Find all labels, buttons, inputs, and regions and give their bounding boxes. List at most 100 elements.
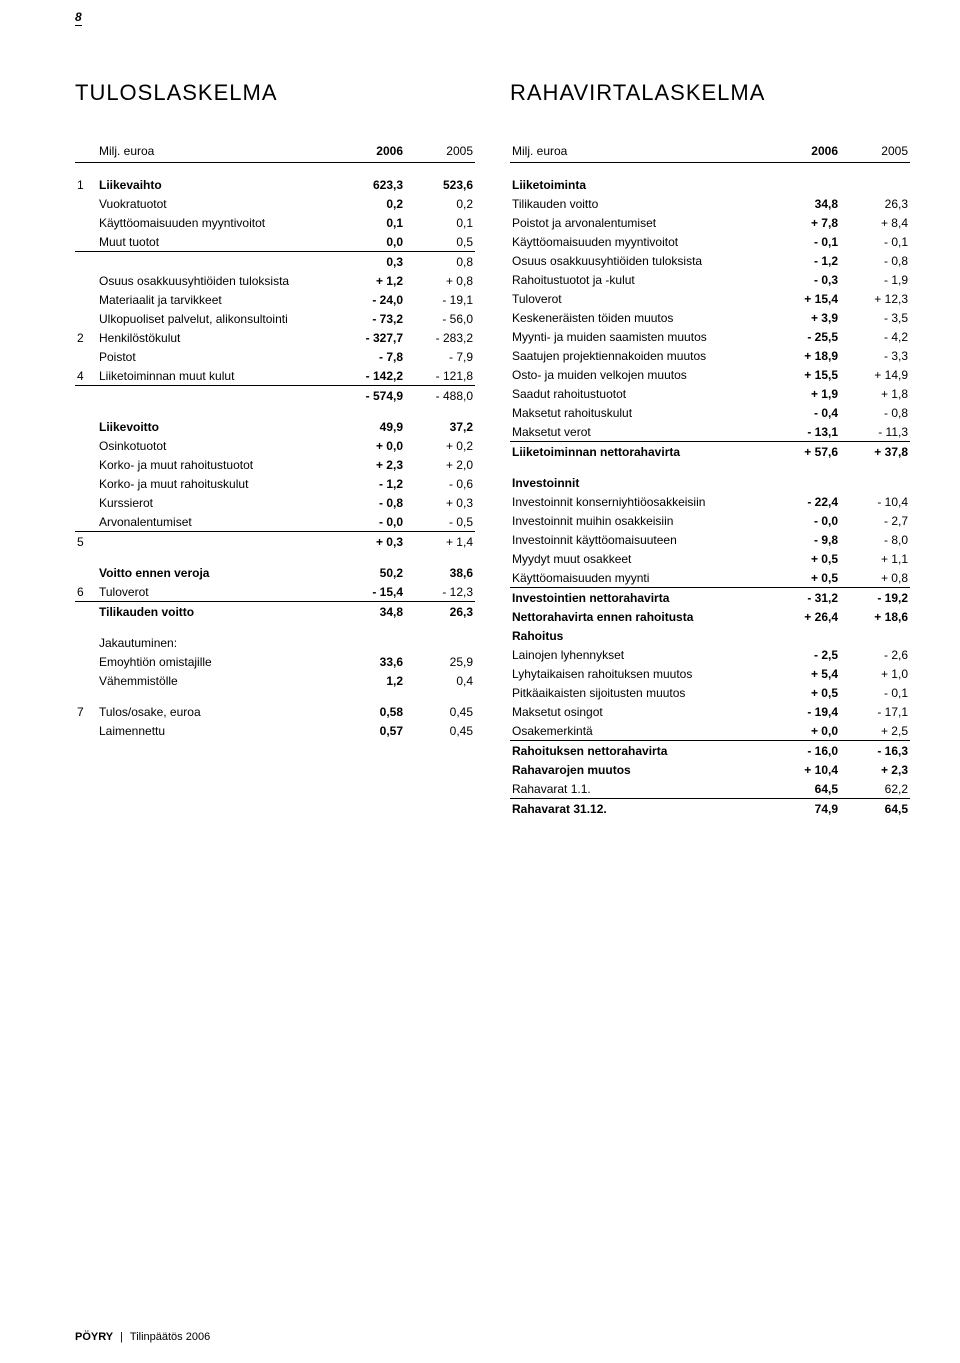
row-value-2005: + 12,3 bbox=[840, 289, 910, 308]
table-row: Ulkopuoliset palvelut, alikonsultointi- … bbox=[75, 309, 475, 328]
table-row bbox=[75, 690, 475, 702]
row-value-2005: + 18,6 bbox=[840, 607, 910, 626]
row-label: Arvonalentumiset bbox=[97, 512, 335, 532]
row-label: Tilikauden voitto bbox=[97, 602, 335, 622]
row-label: Muut tuotot bbox=[97, 232, 335, 252]
row-value-2006: - 13,1 bbox=[770, 422, 840, 442]
row-index bbox=[75, 455, 97, 474]
row-index bbox=[75, 474, 97, 493]
row-label: Käyttöomaisuuden myyntivoitot bbox=[97, 213, 335, 232]
row-label: Tuloverot bbox=[97, 582, 335, 602]
row-index bbox=[75, 271, 97, 290]
table-row: Poistot ja arvonalentumiset+ 7,8+ 8,4 bbox=[510, 213, 910, 232]
row-label: Osto- ja muiden velkojen muutos bbox=[510, 365, 770, 384]
row-value-2005: 26,3 bbox=[405, 602, 475, 622]
row-label: Lainojen lyhennykset bbox=[510, 645, 770, 664]
row-value-2006: - 9,8 bbox=[770, 530, 840, 549]
table-row: Myynti- ja muiden saamisten muutos- 25,5… bbox=[510, 327, 910, 346]
row-index bbox=[75, 417, 97, 436]
row-value-2006: + 0,0 bbox=[770, 721, 840, 741]
table-row: Poistot- 7,8- 7,9 bbox=[75, 347, 475, 366]
row-value-2006: - 0,3 bbox=[770, 270, 840, 289]
row-value-2006: 49,9 bbox=[335, 417, 405, 436]
row-value-2006 bbox=[770, 473, 840, 492]
row-label: Korko- ja muut rahoituskulut bbox=[97, 474, 335, 493]
row-label: Investoinnit bbox=[510, 473, 770, 492]
content-columns: TULOSLASKELMA Milj. euroa 2006 2005 1Lii… bbox=[75, 80, 910, 818]
table-row: Investoinnit käyttöomaisuuteen- 9,8- 8,0 bbox=[510, 530, 910, 549]
row-value-2006: - 327,7 bbox=[335, 328, 405, 347]
row-value-2005 bbox=[840, 626, 910, 645]
table-row: Rahavarat 1.1.64,562,2 bbox=[510, 779, 910, 799]
table-row: Laimennettu0,570,45 bbox=[75, 721, 475, 740]
row-value-2006: 623,3 bbox=[335, 175, 405, 194]
table-row: Liiketoiminnan nettorahavirta+ 57,6+ 37,… bbox=[510, 442, 910, 462]
table-row: Jakautuminen: bbox=[75, 633, 475, 652]
row-value-2005: + 2,3 bbox=[840, 760, 910, 779]
row-value-2005: - 121,8 bbox=[405, 366, 475, 386]
row-label: Vähemmistölle bbox=[97, 671, 335, 690]
table-row bbox=[75, 621, 475, 633]
row-value-2006: + 2,3 bbox=[335, 455, 405, 474]
row-label: Henkilöstökulut bbox=[97, 328, 335, 347]
row-index bbox=[75, 290, 97, 309]
row-label: Käyttöomaisuuden myyntivoitot bbox=[510, 232, 770, 251]
row-index: 5 bbox=[75, 532, 97, 552]
row-label: Saadut rahoitustuotot bbox=[510, 384, 770, 403]
table-row: Korko- ja muut rahoitustuotot+ 2,3+ 2,0 bbox=[75, 455, 475, 474]
row-value-2006: 0,3 bbox=[335, 252, 405, 272]
row-value-2006: - 2,5 bbox=[770, 645, 840, 664]
row-label: Investointien nettorahavirta bbox=[510, 588, 770, 608]
row-index bbox=[75, 493, 97, 512]
right-unit: Milj. euroa bbox=[510, 136, 770, 163]
row-label: Investoinnit käyttöomaisuuteen bbox=[510, 530, 770, 549]
row-value-2005: - 3,3 bbox=[840, 346, 910, 365]
row-value-2006: - 19,4 bbox=[770, 702, 840, 721]
row-value-2006: 0,58 bbox=[335, 702, 405, 721]
row-value-2005: - 2,6 bbox=[840, 645, 910, 664]
row-value-2006: 0,1 bbox=[335, 213, 405, 232]
table-row: Lyhytaikaisen rahoituksen muutos+ 5,4+ 1… bbox=[510, 664, 910, 683]
row-value-2005: - 19,1 bbox=[405, 290, 475, 309]
row-label: Tilikauden voitto bbox=[510, 194, 770, 213]
table-row: Investoinnit muihin osakkeisiin- 0,0- 2,… bbox=[510, 511, 910, 530]
table-row: Rahoituksen nettorahavirta- 16,0- 16,3 bbox=[510, 741, 910, 761]
row-value-2006: 50,2 bbox=[335, 563, 405, 582]
row-value-2006: - 0,0 bbox=[770, 511, 840, 530]
row-value-2006: 0,0 bbox=[335, 232, 405, 252]
row-label bbox=[97, 252, 335, 272]
row-value-2005: 0,1 bbox=[405, 213, 475, 232]
row-value-2005: 0,45 bbox=[405, 702, 475, 721]
row-value-2006: - 22,4 bbox=[770, 492, 840, 511]
row-value-2006: - 16,0 bbox=[770, 741, 840, 761]
row-value-2005: - 0,1 bbox=[840, 232, 910, 251]
row-index bbox=[75, 512, 97, 532]
row-index bbox=[75, 194, 97, 213]
row-label: Rahoituksen nettorahavirta bbox=[510, 741, 770, 761]
row-index bbox=[75, 347, 97, 366]
row-index bbox=[75, 602, 97, 622]
row-value-2005: + 0,3 bbox=[405, 493, 475, 512]
table-row: Rahavarat 31.12.74,964,5 bbox=[510, 799, 910, 819]
footer-separator: | bbox=[120, 1331, 123, 1343]
row-value-2005: - 0,1 bbox=[840, 683, 910, 702]
row-value-2006: - 1,2 bbox=[770, 251, 840, 270]
row-label: Osuus osakkuusyhtiöiden tuloksista bbox=[510, 251, 770, 270]
row-label: Osakemerkintä bbox=[510, 721, 770, 741]
table-row: 0,30,8 bbox=[75, 252, 475, 272]
row-value-2005: - 19,2 bbox=[840, 588, 910, 608]
row-value-2005: 0,2 bbox=[405, 194, 475, 213]
row-value-2005: - 488,0 bbox=[405, 386, 475, 406]
table-row: Osuus osakkuusyhtiöiden tuloksista+ 1,2+… bbox=[75, 271, 475, 290]
right-year2: 2005 bbox=[840, 136, 910, 163]
row-label: Osuus osakkuusyhtiöiden tuloksista bbox=[97, 271, 335, 290]
row-label: Liiketoiminta bbox=[510, 175, 770, 194]
row-value-2005: - 10,4 bbox=[840, 492, 910, 511]
row-value-2005: + 0,8 bbox=[405, 271, 475, 290]
table-row: Arvonalentumiset- 0,0- 0,5 bbox=[75, 512, 475, 532]
table-row: 4Liiketoiminnan muut kulut- 142,2- 121,8 bbox=[75, 366, 475, 386]
table-row: Osakemerkintä+ 0,0+ 2,5 bbox=[510, 721, 910, 741]
row-value-2005: 26,3 bbox=[840, 194, 910, 213]
row-value-2006: - 1,2 bbox=[335, 474, 405, 493]
table-row bbox=[510, 163, 910, 176]
